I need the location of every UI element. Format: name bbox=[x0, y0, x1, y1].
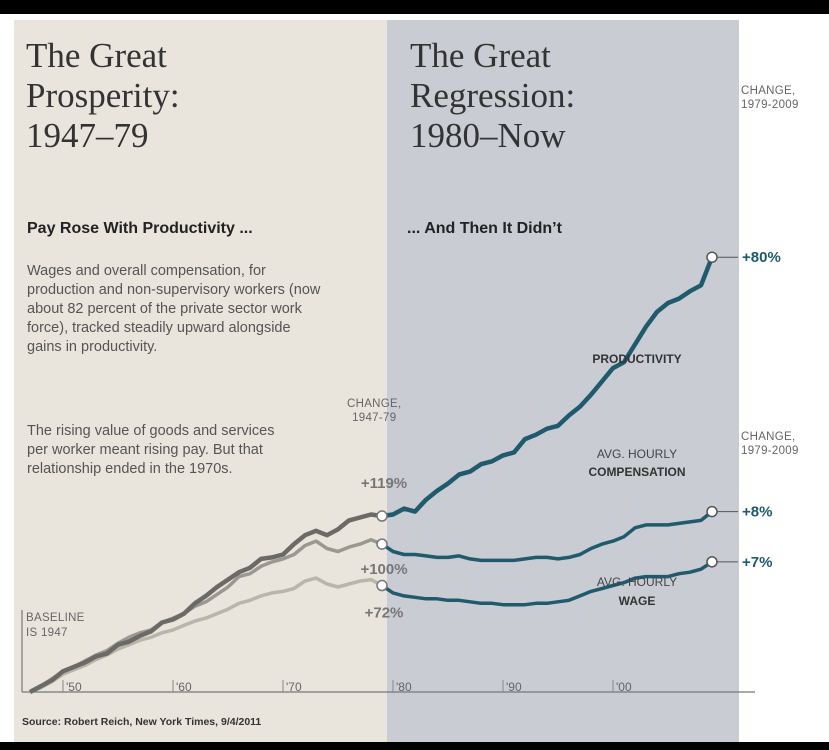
marker-productivity-1979 bbox=[376, 510, 388, 522]
x-tick-label-4: '90 bbox=[506, 680, 522, 694]
bottom-border bbox=[0, 742, 829, 750]
series-wage-late-line bbox=[381, 560, 713, 607]
change-1947-79-compensation: +100% bbox=[360, 561, 407, 578]
series-label-wage-line1: AVG. HOURLY bbox=[597, 575, 677, 589]
series-label-wage-line2: WAGE bbox=[619, 594, 656, 608]
marker-wage-1979 bbox=[376, 579, 388, 592]
change-1979-2009-compensation: +8% bbox=[742, 504, 772, 521]
change-1979-2009-productivity: +80% bbox=[742, 249, 781, 266]
baseline-label: BASELINE IS 1947 bbox=[26, 611, 85, 641]
series-label-compensation-line2: COMPENSATION bbox=[588, 465, 685, 479]
change-1947-79-wage: +72% bbox=[365, 605, 404, 622]
change-1947-header-line2: 1947-79 bbox=[352, 412, 397, 424]
left-title: The Great Prosperity: 1947–79 bbox=[26, 36, 180, 155]
paragraph-2: The rising value of goods and services p… bbox=[27, 423, 275, 477]
change-1979-header-bottom-line1: CHANGE, bbox=[741, 431, 796, 443]
top-border bbox=[0, 0, 829, 14]
series-label-compensation-line1: AVG. HOURLY bbox=[597, 447, 677, 461]
change-1947-header-line1: CHANGE, bbox=[347, 398, 402, 410]
x-tick-label-5: '00 bbox=[616, 680, 632, 694]
change-1979-header-bottom: CHANGE, 1979-2009 bbox=[741, 430, 799, 458]
change-1979-header-top-line2: 1979-2009 bbox=[741, 99, 799, 111]
x-tick-label-3: '80 bbox=[396, 680, 412, 694]
x-tick-label-2: '70 bbox=[286, 680, 302, 694]
source-note: Source: Robert Reich, New York Times, 9/… bbox=[22, 716, 262, 728]
x-tick-label-1: '60 bbox=[176, 680, 192, 694]
prosperity-panel-background bbox=[14, 20, 387, 742]
change-1979-header-top-line1: CHANGE, bbox=[741, 85, 796, 97]
x-tick-label-0: '50 bbox=[66, 680, 82, 694]
paragraph-1: Wages and overall compensation, for prod… bbox=[27, 263, 321, 355]
change-1979-header-top: CHANGE, 1979-2009 bbox=[741, 84, 799, 112]
series-compensation-late-line bbox=[381, 510, 714, 563]
marker-compensation-2009 bbox=[706, 505, 718, 518]
right-subhead: ... And Then It Didn’t bbox=[407, 220, 562, 237]
baseline-label-line1: BASELINE bbox=[26, 612, 85, 624]
series-label-productivity: PRODUCTIVITY bbox=[592, 352, 681, 366]
change-1947-header: CHANGE, 1947-79 bbox=[347, 397, 402, 425]
right-title: The Great Regression: 1980–Now bbox=[410, 36, 576, 155]
change-1979-2009-wage: +7% bbox=[742, 554, 772, 571]
marker-productivity-2009 bbox=[706, 251, 718, 263]
series-productivity-early-line bbox=[28, 512, 383, 694]
change-1979-header-bottom-line2: 1979-2009 bbox=[741, 445, 799, 457]
regression-panel-background bbox=[387, 20, 739, 742]
marker-wage-2009 bbox=[706, 556, 718, 568]
baseline-label-line2: IS 1947 bbox=[26, 627, 68, 639]
series-wage-early-line bbox=[29, 576, 383, 694]
series-productivity-late-line bbox=[381, 256, 715, 519]
left-subhead: Pay Rose With Productivity ... bbox=[27, 220, 253, 237]
change-1947-79-productivity: +119% bbox=[361, 475, 407, 492]
marker-compensation-1979 bbox=[376, 538, 388, 550]
